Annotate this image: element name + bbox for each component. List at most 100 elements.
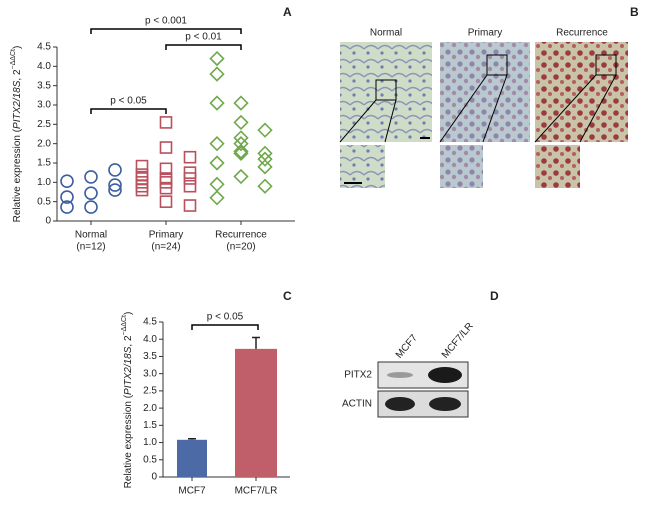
- point: [108, 178, 122, 192]
- point: [135, 179, 149, 193]
- point: [84, 170, 98, 184]
- y-axis-label-part: PITX2/18S: [123, 346, 134, 395]
- image-title: Primary: [468, 28, 502, 39]
- point: [135, 159, 149, 173]
- y-axis-label-part: PITX2/18S: [12, 80, 23, 129]
- y-tick-label: 0.5: [37, 196, 51, 207]
- y-tick-label: 1.5: [37, 158, 51, 169]
- y-tick-label: 4.0: [37, 61, 51, 72]
- zoom-line: [339, 99, 377, 143]
- point: [209, 190, 225, 206]
- lane-label: MCF7/LR: [440, 321, 476, 361]
- y-tick-label: 4.5: [143, 317, 157, 328]
- zoom-line: [579, 74, 617, 143]
- point: [108, 163, 122, 177]
- annotation: p < 0.001: [145, 16, 187, 27]
- y-axis-label-part: ): [12, 46, 23, 49]
- point: [84, 186, 98, 200]
- x-tick-label: MCF7: [178, 486, 206, 497]
- micrograph: [340, 42, 432, 142]
- band: [428, 367, 462, 383]
- point: [135, 183, 149, 197]
- x-tick-sublabel: (n=24): [151, 242, 180, 253]
- y-tick-label: 0.5: [143, 454, 157, 465]
- row-label: ACTIN: [342, 399, 372, 410]
- point: [159, 116, 173, 129]
- y-axis-label-part: ): [123, 312, 134, 315]
- point: [135, 176, 149, 189]
- point: [257, 151, 273, 167]
- band: [387, 372, 413, 378]
- point: [209, 50, 225, 67]
- significance-bracket: [90, 28, 242, 34]
- y-axis-label-part: −ΔΔCt: [121, 315, 128, 335]
- zoom-box: [375, 79, 397, 101]
- point: [209, 136, 225, 152]
- y-axis-label-part: , 2: [123, 335, 134, 347]
- point: [233, 168, 249, 185]
- zoom-line: [384, 99, 397, 143]
- point: [233, 95, 249, 111]
- y-tick-label: 1.0: [143, 437, 157, 448]
- micrographs: [339, 42, 628, 188]
- inset: [340, 145, 385, 188]
- point: [257, 178, 273, 194]
- point: [60, 190, 74, 204]
- image-title: Normal: [370, 28, 402, 39]
- y-axis-label-part: −ΔΔCt: [10, 49, 17, 69]
- x-tick-label: MCF7/LR: [235, 486, 278, 497]
- x-tick-sublabel: (n=20): [226, 242, 255, 253]
- point: [183, 199, 197, 212]
- point: [233, 136, 249, 152]
- y-tick-label: 1.0: [37, 177, 51, 188]
- error-bar: [188, 438, 196, 440]
- y-tick-label: 4.0: [143, 334, 157, 345]
- point: [257, 159, 273, 175]
- inset: [440, 145, 483, 188]
- western-blot: [377, 361, 469, 418]
- point: [209, 155, 225, 171]
- point: [233, 145, 249, 161]
- y-tick-label: 3.5: [143, 351, 157, 362]
- y-tick-label: 3.5: [37, 80, 51, 91]
- point: [135, 168, 149, 181]
- x-tick-label: Recurrence: [215, 230, 267, 241]
- y-tick-label: 3.0: [37, 100, 51, 111]
- point: [233, 114, 249, 131]
- micrograph: [440, 42, 530, 142]
- point: [209, 95, 225, 111]
- zoom-line: [482, 74, 508, 143]
- point: [135, 172, 149, 185]
- point: [84, 200, 98, 214]
- y-axis-label-part: , 2: [12, 69, 23, 81]
- y-tick-label: 2.0: [143, 403, 157, 414]
- panel-label: B: [630, 5, 639, 19]
- point: [183, 172, 197, 185]
- y-tick-label: 4.5: [37, 42, 51, 53]
- point: [159, 141, 173, 154]
- annotation: p < 0.05: [207, 312, 244, 323]
- error-bar: [252, 336, 260, 349]
- band: [429, 397, 461, 411]
- x-tick-label: Primary: [149, 230, 183, 241]
- y-tick-label: 0: [151, 472, 157, 483]
- point: [183, 150, 197, 164]
- annotation: p < 0.01: [185, 32, 222, 43]
- point: [108, 183, 122, 197]
- point: [183, 179, 197, 193]
- y-axis-label-part: Relative expression (: [123, 394, 134, 488]
- significance-bracket: [165, 44, 242, 50]
- point: [159, 181, 173, 195]
- x-tick-label: Normal: [75, 230, 107, 241]
- y-axis-label-part: Relative expression (: [12, 128, 23, 222]
- panel-label: D: [490, 289, 499, 303]
- y-tick-label: 2.0: [37, 138, 51, 149]
- significance-bracket: [90, 108, 167, 114]
- bar: [177, 439, 207, 477]
- x-tick-sublabel: (n=12): [76, 242, 105, 253]
- zoom-line: [534, 74, 597, 143]
- y-tick-label: 3.0: [143, 368, 157, 379]
- panel-label: C: [283, 289, 292, 303]
- point: [209, 176, 225, 192]
